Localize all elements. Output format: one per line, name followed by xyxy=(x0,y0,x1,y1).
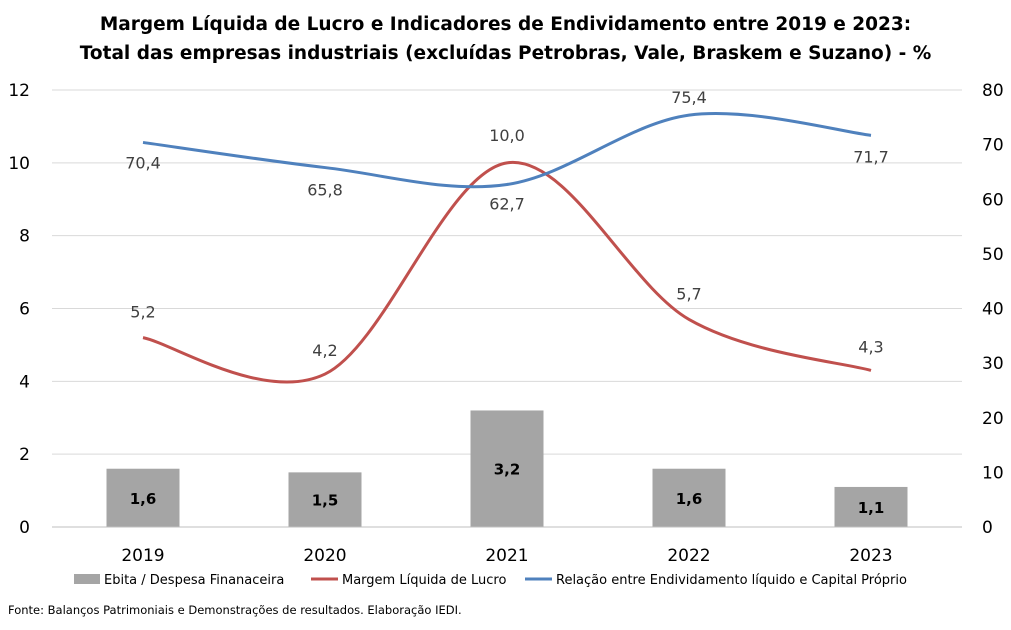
y-left-tick-label: 4 xyxy=(19,372,30,392)
chart-area: 0 2 4 6 8 10 12 0 10 20 30 40 50 60 70 80 1,6 1,5 3,2 1,6 1,… xyxy=(8,81,1004,588)
y-right-tick-label: 50 xyxy=(982,245,1004,265)
y-right-tick-label: 10 xyxy=(982,463,1004,483)
bar-data-label: 1,5 xyxy=(312,492,339,510)
bar-data-label: 1,6 xyxy=(130,490,157,508)
y-right-tick-label: 40 xyxy=(982,300,1004,320)
x-tick-label: 2023 xyxy=(849,546,892,566)
x-tick-label: 2020 xyxy=(303,546,346,566)
y-right-tick-label: 20 xyxy=(982,409,1004,429)
relacao-data-label: 75,4 xyxy=(671,88,707,107)
bar xyxy=(106,468,180,527)
x-tick-label: 2022 xyxy=(667,546,710,566)
y-left-tick-label: 0 xyxy=(19,518,30,538)
bar xyxy=(652,468,726,527)
series-line-margem xyxy=(142,161,872,384)
legend-label-margem: Margem Líquida de Lucro xyxy=(342,573,506,588)
relacao-data-label: 70,4 xyxy=(125,153,161,172)
bar-data-label: 1,6 xyxy=(676,490,703,508)
chart-title: Margem Líquida de Lucro e Indicadores de… xyxy=(0,10,1011,68)
y-right-tick-label: 70 xyxy=(982,136,1004,156)
margem-data-label: 10,0 xyxy=(489,126,525,145)
bar xyxy=(288,472,362,527)
relacao-data-label: 65,8 xyxy=(307,181,343,200)
bar-data-label: 3,2 xyxy=(494,461,521,479)
y-left-tick-label: 10 xyxy=(8,154,30,174)
y-left-tick-label: 2 xyxy=(19,445,30,465)
relacao-data-label: 62,7 xyxy=(489,195,525,214)
y-right-tick-label: 30 xyxy=(982,354,1004,374)
bar xyxy=(834,486,908,527)
x-tick-label: 2019 xyxy=(121,546,164,566)
margem-data-label: 4,3 xyxy=(858,337,883,356)
series-line-relacao xyxy=(142,111,872,189)
source-note: Fonte: Balanços Patrimoniais e Demonstra… xyxy=(8,603,462,617)
legend-label-ebita: Ebita / Despesa Finanaceira xyxy=(104,573,284,588)
bar xyxy=(470,410,544,527)
chart-title-line-1: Margem Líquida de Lucro e Indicadores de… xyxy=(99,14,912,35)
y-right-tick-label: 60 xyxy=(982,190,1004,210)
y-left-tick-label: 6 xyxy=(19,300,30,320)
margem-data-label: 4,2 xyxy=(312,341,337,360)
bar-data-label: 1,1 xyxy=(858,499,885,517)
y-left-tick-label: 12 xyxy=(8,81,30,101)
x-tick-label: 2021 xyxy=(485,546,528,566)
y-right-tick-label: 80 xyxy=(982,81,1004,101)
margem-data-label: 5,7 xyxy=(676,284,701,303)
y-right-tick-label: 0 xyxy=(982,518,993,538)
margem-data-label: 5,2 xyxy=(130,303,155,322)
legend-label-relacao: Relação entre Endividamento líquido e Ca… xyxy=(556,573,907,588)
relacao-data-label: 71,7 xyxy=(853,147,889,166)
y-left-tick-label: 8 xyxy=(19,227,30,247)
chart-title-line-2: Total das empresas industriais (excluída… xyxy=(79,43,932,64)
legend-swatch-ebita xyxy=(74,574,100,584)
